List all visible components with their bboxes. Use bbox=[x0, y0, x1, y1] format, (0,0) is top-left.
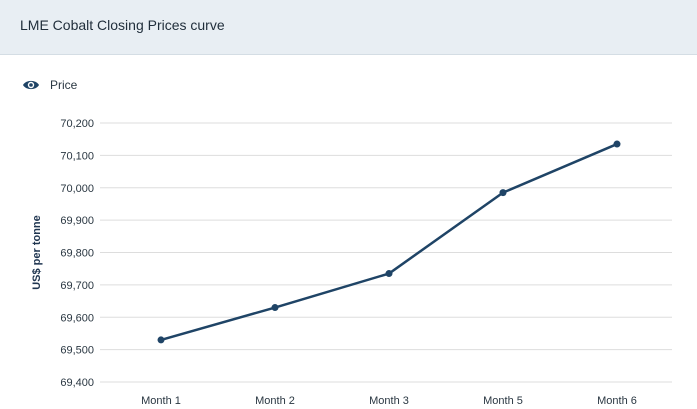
y-tick-label: 69,900 bbox=[60, 215, 94, 227]
y-tick-label: 69,400 bbox=[60, 377, 94, 389]
x-axis-ticks: Month 1 Month 2 Month 3 Month 5 Month 6 bbox=[141, 395, 637, 407]
data-point bbox=[499, 189, 507, 197]
y-tick-label: 69,700 bbox=[60, 280, 94, 292]
data-point bbox=[157, 336, 165, 344]
chart-title: LME Cobalt Closing Prices curve bbox=[20, 17, 225, 33]
y-tick-label: 69,800 bbox=[60, 248, 94, 260]
x-tick-label: Month 2 bbox=[255, 395, 295, 407]
legend-label-price: Price bbox=[50, 78, 78, 92]
chart-header: LME Cobalt Closing Prices curve bbox=[0, 0, 697, 55]
data-point bbox=[613, 140, 621, 148]
series-line bbox=[160, 142, 618, 342]
x-tick-label: Month 3 bbox=[369, 395, 409, 407]
eye-icon[interactable] bbox=[22, 79, 40, 91]
series-price bbox=[157, 140, 621, 344]
grid-lines bbox=[100, 122, 672, 383]
x-tick-label: Month 5 bbox=[483, 395, 523, 407]
y-tick-label: 70,200 bbox=[60, 118, 94, 130]
y-axis-ticks: 69,400 69,500 69,600 69,700 69,800 69,900 70,0… bbox=[60, 118, 94, 389]
x-tick-label: Month 6 bbox=[597, 395, 637, 407]
line-chart: 69,400 69,500 69,600 69,700 69,800 69,900 70,0… bbox=[31, 118, 672, 407]
data-point bbox=[271, 304, 279, 312]
y-tick-label: 69,600 bbox=[60, 312, 94, 324]
data-point bbox=[385, 270, 393, 278]
y-tick-label: 70,100 bbox=[60, 150, 94, 162]
legend[interactable]: Price bbox=[22, 78, 77, 92]
y-tick-label: 69,500 bbox=[60, 345, 94, 357]
y-tick-label: 70,000 bbox=[60, 183, 94, 195]
y-axis-label: US$ per tonne bbox=[31, 215, 43, 290]
x-tick-label: Month 1 bbox=[141, 395, 181, 407]
